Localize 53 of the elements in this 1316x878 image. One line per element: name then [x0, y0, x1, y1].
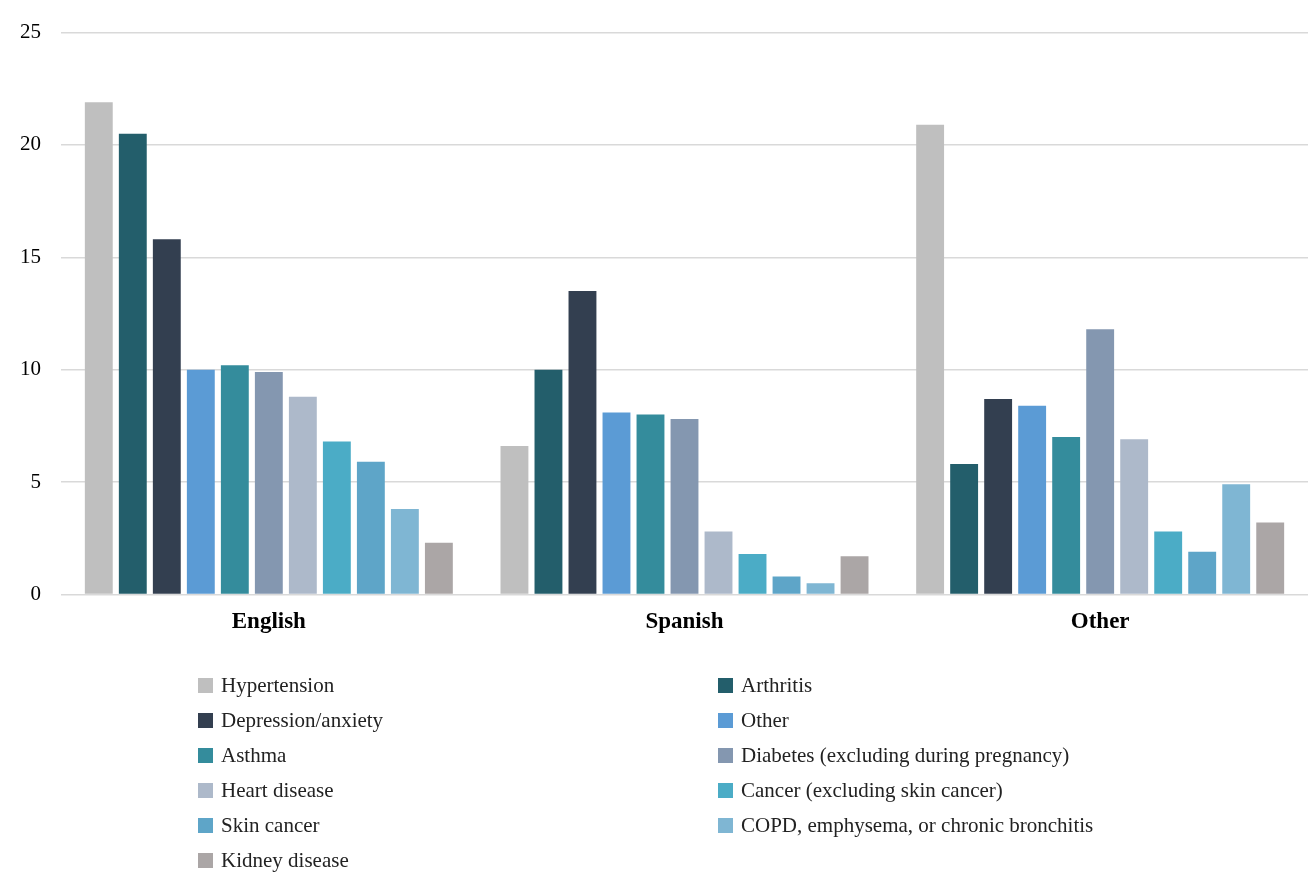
bar	[424, 542, 453, 594]
bar	[1018, 405, 1047, 594]
legend-label: Cancer (excluding skin cancer)	[741, 777, 1003, 803]
bar	[118, 133, 147, 594]
bar	[602, 412, 631, 594]
bar	[152, 239, 181, 594]
bar	[1120, 439, 1149, 594]
x-tick-label: Spanish	[645, 608, 724, 634]
bar	[916, 124, 945, 594]
bar	[704, 531, 733, 594]
legend-label: Skin cancer	[221, 812, 320, 838]
legend-label: COPD, emphysema, or chronic bronchitis	[741, 812, 1094, 838]
bar	[186, 369, 215, 594]
bar	[220, 365, 249, 594]
legend-label: Heart disease	[221, 777, 334, 803]
y-tick-label: 15	[20, 243, 41, 268]
bar	[1222, 484, 1251, 594]
bar	[636, 414, 665, 594]
y-tick-label: 25	[20, 19, 41, 44]
bar	[568, 291, 597, 594]
bar	[356, 461, 385, 594]
legend-label: Diabetes (excluding during pregnancy)	[741, 742, 1070, 768]
bar	[772, 576, 801, 594]
bar	[254, 371, 283, 594]
bar	[806, 583, 835, 594]
legend-label: Depression/anxiety	[221, 707, 384, 733]
x-tick-label: English	[231, 608, 307, 634]
bar	[288, 396, 317, 594]
bar	[1256, 522, 1285, 594]
bar	[1086, 329, 1115, 594]
legend-label: Hypertension	[221, 672, 335, 698]
bar	[950, 464, 979, 594]
bar	[1052, 437, 1081, 594]
legend-label: Other	[741, 707, 789, 733]
bar	[534, 369, 563, 594]
y-tick-label: 0	[30, 580, 41, 605]
legend-label: Kidney disease	[221, 847, 349, 873]
bar	[390, 509, 419, 594]
y-tick-label: 20	[20, 131, 41, 156]
bar	[322, 441, 351, 594]
y-tick-label: 5	[30, 468, 41, 493]
bar	[500, 446, 529, 594]
bar	[670, 419, 699, 594]
bar	[984, 398, 1013, 594]
y-tick-label: 10	[20, 356, 41, 381]
bar	[738, 553, 767, 594]
bar	[1154, 531, 1183, 594]
legend-label: Arthritis	[741, 672, 813, 698]
bar	[840, 556, 869, 594]
bar	[84, 102, 113, 594]
legend-label: Asthma	[221, 742, 287, 768]
x-tick-label: Other	[1070, 608, 1130, 634]
bar	[1188, 551, 1217, 594]
